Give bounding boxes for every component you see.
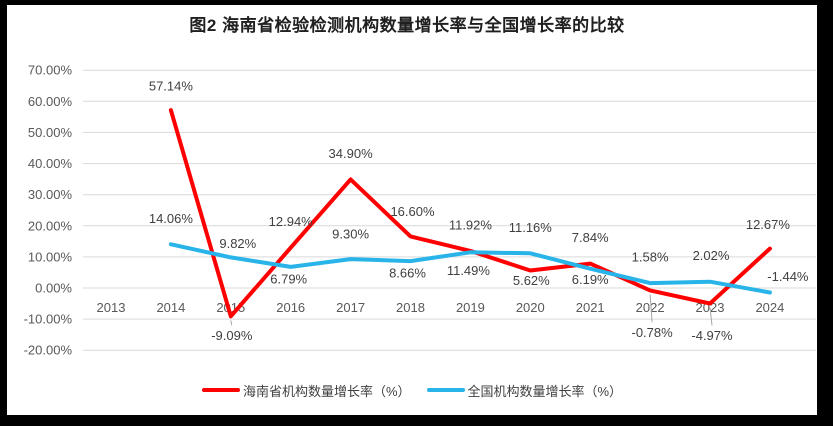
data-label-national: -1.44% <box>767 269 809 284</box>
y-axis-tick-label: -10.00% <box>24 312 73 327</box>
x-axis-tick-label: 2018 <box>396 300 425 315</box>
x-axis-tick-label: 2019 <box>456 300 485 315</box>
x-axis-tick-label: 2021 <box>576 300 605 315</box>
data-label-national: 14.06% <box>149 211 194 226</box>
y-axis-tick-label: 30.00% <box>28 187 73 202</box>
national-legend-label: 全国机构数量增长率（%） <box>467 383 623 399</box>
chart-canvas <box>7 5 817 415</box>
x-axis-tick-label: 2022 <box>636 300 665 315</box>
y-axis-tick-label: 50.00% <box>28 125 73 140</box>
data-label-national: 6.79% <box>270 271 307 286</box>
label-leader-line <box>230 320 233 326</box>
data-label-hainan: -9.09% <box>211 328 253 343</box>
data-label-national: 11.16% <box>509 220 553 235</box>
label-leader-line <box>649 294 653 323</box>
hainan-line-swatch <box>201 388 240 392</box>
data-label-national: 1.58% <box>632 250 669 265</box>
y-axis-tick-label: 20.00% <box>28 218 73 233</box>
chart-title: 图2 海南省检验检测机构数量增长率与全国增长率的比较 <box>189 16 625 35</box>
y-axis-tick-label: 0.00% <box>35 281 72 296</box>
data-label-national: 8.66% <box>389 266 426 281</box>
data-label-hainan: -0.78% <box>631 325 673 340</box>
legend-item-national: 全国机构数量增长率（%） <box>426 381 623 400</box>
data-label-hainan: 34.90% <box>329 146 374 161</box>
legend-item-hainan: 海南省机构数量增长率（%） <box>201 381 411 400</box>
data-label-hainan: 57.14% <box>149 79 194 94</box>
y-axis-tick-label: 40.00% <box>28 156 73 171</box>
data-label-hainan: 11.92% <box>449 217 493 232</box>
data-label-hainan: 5.62% <box>513 273 550 288</box>
x-axis-tick-label: 2020 <box>516 300 545 315</box>
data-label-national: 9.30% <box>332 227 369 242</box>
x-axis-tick-label: 2017 <box>336 300 365 315</box>
hainan-legend-label: 海南省机构数量增长率（%） <box>242 383 411 399</box>
y-axis-tick-label: 10.00% <box>28 249 73 264</box>
data-label-national: 11.49% <box>447 263 491 278</box>
x-axis-tick-label: 2024 <box>755 300 784 315</box>
y-axis-tick-label: -20.00% <box>24 343 73 358</box>
chart-legend: 海南省机构数量增长率（%） 全国机构数量增长率（%） <box>7 380 817 400</box>
data-label-national: 6.19% <box>572 272 609 287</box>
data-label-hainan: 12.67% <box>746 217 791 232</box>
data-label-hainan: 7.84% <box>572 230 609 245</box>
national-line-swatch <box>426 388 465 392</box>
series-line-hainan <box>168 108 772 319</box>
x-axis-tick-label: 2013 <box>97 300 126 315</box>
data-label-hainan: 16.60% <box>390 204 435 219</box>
x-axis-tick-label: 2016 <box>276 300 305 315</box>
data-label-hainan: 12.94% <box>269 214 314 229</box>
data-label-national: 2.02% <box>693 248 730 263</box>
x-axis-tick-label: 2014 <box>156 300 185 315</box>
x-axis-tick-label: 2015 <box>216 300 245 315</box>
y-axis-tick-label: 70.00% <box>28 63 73 78</box>
series-line-national <box>168 242 772 295</box>
y-axis-tick-label: 60.00% <box>28 94 73 109</box>
data-label-national: 9.82% <box>219 236 256 251</box>
data-label-hainan: -4.97% <box>691 328 733 343</box>
label-leader-line <box>709 307 713 326</box>
